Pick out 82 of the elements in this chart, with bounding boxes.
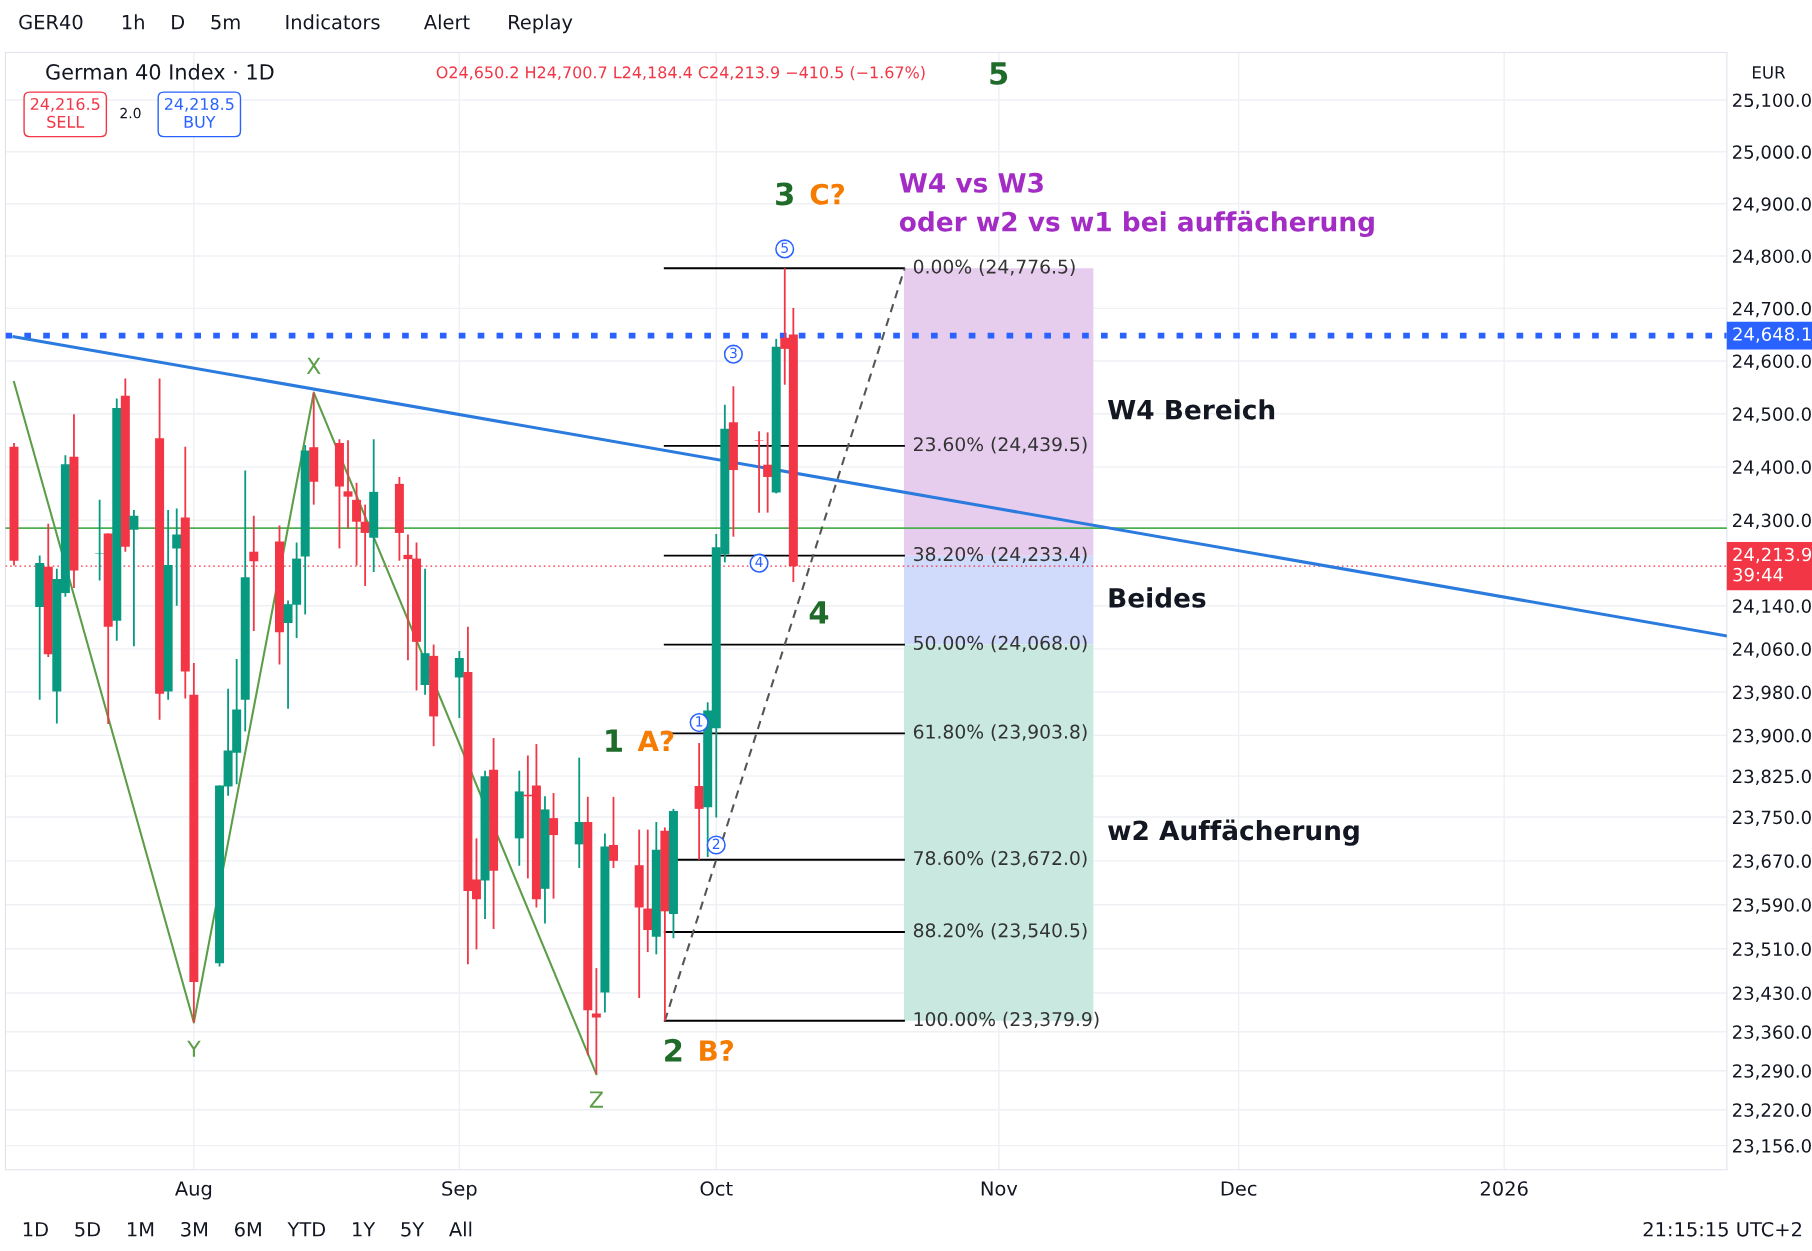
ref-line-label: 61.80% (23,903.8) <box>913 724 1087 741</box>
annotation: oder w2 vs w1 bei auffächerung <box>899 210 1374 237</box>
ref-line-label: 24,648.1 <box>1733 327 1811 343</box>
x-tick-label: Oct <box>700 1181 733 1196</box>
annotation: 2 <box>665 1038 682 1062</box>
y-tick-label: 23,825.0 <box>1733 769 1811 786</box>
annotation: Y <box>187 1040 201 1057</box>
annotation: 4 <box>809 601 829 624</box>
x-tick-label: Dec <box>1221 1181 1257 1196</box>
band-label: w2 Auffächerung <box>1108 819 1359 846</box>
annotation: 5 <box>781 242 788 253</box>
y-tick-label: 24,060.0 <box>1733 642 1811 658</box>
text: GER40 1h D 5m Indicators Alert Replay <box>19 14 573 34</box>
ref-line-label: 50.00% (24,068.0) <box>914 635 1087 653</box>
y-tick-label: 23,220.0 <box>1733 1103 1811 1119</box>
ref-line-label: 100.00% (23,379.9) <box>914 1011 1099 1029</box>
candlestick <box>643 828 653 954</box>
x-tick-label: Sep <box>442 1181 477 1200</box>
x-tick-label: Aug <box>175 1181 212 1200</box>
candlestick <box>763 431 773 514</box>
annotation: 2.0 <box>120 107 141 119</box>
y-tick-label: 24,700.0 <box>1733 301 1811 318</box>
text: O24,650.2 H24,700.7 L24,184.4 C24,213.9 −410.5 (−1.67%) <box>436 66 925 81</box>
candlestick <box>694 742 704 861</box>
candlestick <box>549 792 559 900</box>
candlestick <box>403 533 413 662</box>
candlestick <box>454 650 464 719</box>
y-tick-label: 23,750.0 <box>1733 810 1811 827</box>
y-tick-label: 23,430.0 <box>1733 986 1811 1002</box>
y-tick-label: 23,290.0 <box>1733 1064 1811 1080</box>
y-tick-label: 24,400.0 <box>1733 460 1811 476</box>
candlestick <box>95 498 105 582</box>
annotation: 5 <box>990 62 1008 85</box>
y-tick-label: 25,000.0 <box>1733 145 1811 161</box>
y-tick-label: 23,510.0 <box>1733 942 1811 958</box>
annotation: 2 <box>712 838 720 849</box>
candlestick <box>172 507 182 607</box>
y-tick-label: 23,360.0 <box>1733 1025 1811 1041</box>
annotation: 1 <box>696 716 703 727</box>
y-tick-label: 23,590.0 <box>1733 898 1811 914</box>
annotation: Z <box>589 1091 604 1108</box>
text: 21:15:15 UTC+2 <box>1643 1221 1801 1237</box>
candlestick <box>609 795 618 869</box>
annotation: 4 <box>755 556 763 568</box>
x-tick-label: 2026 <box>1480 1181 1528 1196</box>
chart-title: German 40 Index · 1D <box>46 63 274 80</box>
line-series <box>12 381 598 1076</box>
candlestick <box>343 439 353 530</box>
y-tick-label: 24,600.0 <box>1733 354 1811 370</box>
y-tick-label: 23,980.0 <box>1733 685 1811 702</box>
band-label: Beides <box>1109 587 1206 608</box>
ref-line-label: 88.20% (23,540.5) <box>913 922 1087 940</box>
annotation: 24,218.5 BUY <box>164 97 234 128</box>
y-tick-label: 24,300.0 <box>1733 513 1811 530</box>
ref-line-label: 24,213.9 39:44 <box>1733 547 1812 582</box>
annotation: 1 <box>606 729 622 752</box>
annotation: 3 <box>776 182 793 206</box>
y-tick-label: 23,670.0 <box>1733 854 1811 870</box>
candlestick <box>129 509 139 648</box>
y-tick-label: 25,100.0 <box>1733 93 1811 109</box>
y-tick-label: 23,900.0 <box>1733 728 1811 745</box>
ref-line-label: 0.00% (24,776.5) <box>913 259 1075 276</box>
annotation: X <box>306 357 321 375</box>
annotation: B? <box>700 1040 734 1061</box>
y-tick-label: 24,140.0 <box>1733 599 1811 615</box>
band-label: W4 Bereich <box>1107 399 1275 420</box>
x-tick-label: Nov <box>981 1181 1018 1196</box>
annotation: 24,216.5 SELL <box>30 97 100 128</box>
annotation: W4 vs W3 <box>899 172 1043 193</box>
candlestick <box>754 430 764 514</box>
text: 1D 5D 1M 3M 6M YTD 1Y 5Y All <box>23 1221 472 1237</box>
y-tick-label: 24,900.0 <box>1733 197 1811 213</box>
y-tick-label: 24,500.0 <box>1733 407 1811 423</box>
annotation: A? <box>637 730 674 752</box>
ref-line-label: 38.20% (24,233.4) <box>914 546 1087 564</box>
ref-line-label: 23.60% (24,439.5) <box>913 436 1087 454</box>
ref-line-label: 78.60% (23,672.0) <box>914 850 1087 868</box>
y-tick-label: 23,156.0 <box>1733 1139 1811 1155</box>
y-tick-label: 24,800.0 <box>1733 249 1811 265</box>
text: EUR <box>1752 66 1786 79</box>
annotation: C? <box>810 183 845 205</box>
annotation: 3 <box>730 347 737 359</box>
